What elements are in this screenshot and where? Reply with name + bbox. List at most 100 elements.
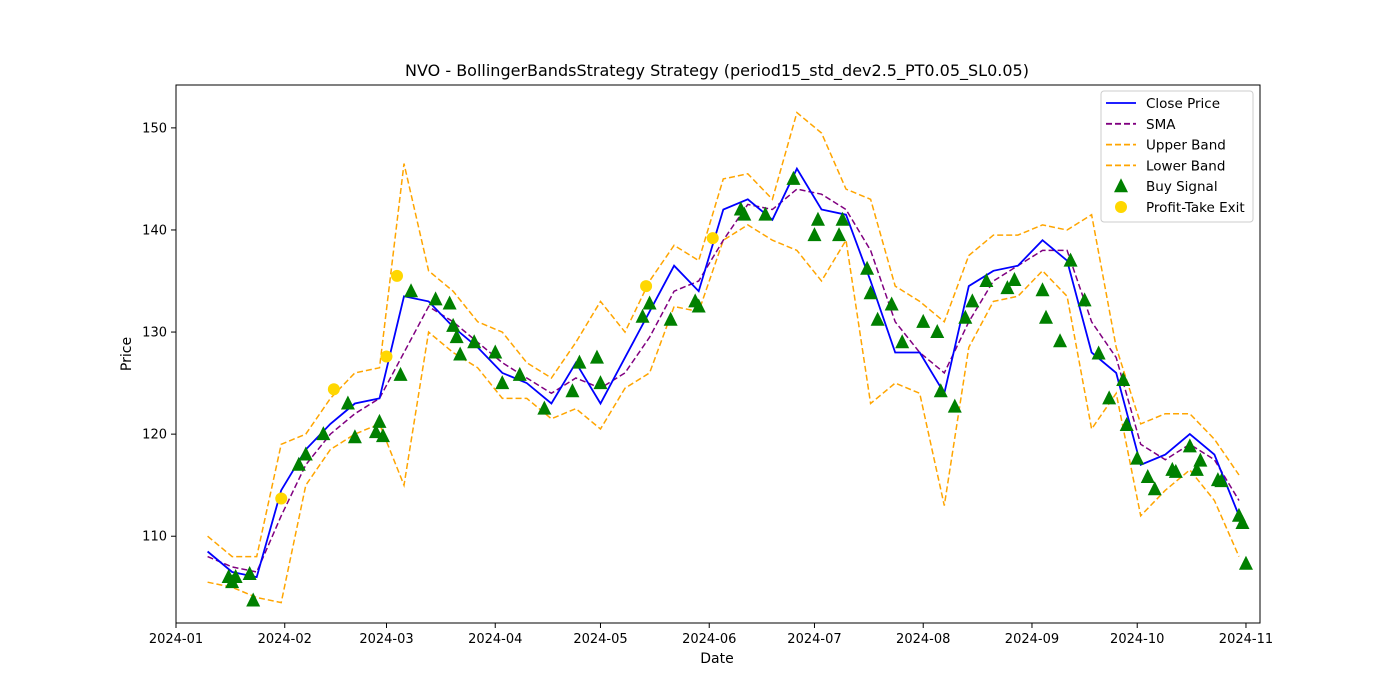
buy-signal-marker — [1039, 309, 1054, 324]
buy-signal-marker — [512, 366, 527, 381]
buy-signal-marker — [372, 413, 387, 428]
buy-signal-marker — [916, 313, 931, 328]
buy-signal-marker — [291, 456, 306, 471]
buy-signal-marker — [1007, 271, 1022, 286]
buy-signal-marker — [860, 260, 875, 275]
buy-signal-marker — [863, 285, 878, 300]
buy-signal-marker — [1147, 481, 1162, 496]
y-tick-label: 140 — [142, 223, 167, 238]
chart-title: NVO - BollingerBandsStrategy Strategy (p… — [405, 61, 1029, 81]
buy-signal-marker — [933, 383, 948, 398]
buy-signal-marker — [930, 324, 945, 339]
plot-area — [175, 84, 1261, 624]
marker-layer — [221, 170, 1253, 607]
plot-background — [176, 85, 1260, 623]
buy-signal-marker — [453, 346, 468, 361]
buy-signal-marker — [488, 344, 503, 359]
x-tick-label: 2024-11 — [1219, 632, 1273, 647]
legend: Close Price SMA Upper Band Lower Band Buy Si… — [1100, 90, 1254, 223]
legend-label-profit-take-exit: Profit-Take Exit — [1146, 200, 1245, 216]
y-axis-label: Price — [119, 337, 135, 371]
series-line-sma — [207, 188, 1240, 573]
buy-signal-marker — [1035, 282, 1050, 297]
buy-signal-marker — [884, 296, 899, 311]
legend-swatch-buy-signal — [1114, 178, 1128, 193]
x-tick-label: 2024-07 — [787, 632, 841, 647]
buy-signal-marker — [965, 293, 980, 308]
buy-signal-marker — [1214, 473, 1229, 488]
y-tick-label: 110 — [142, 530, 167, 545]
buy-signal-marker — [1091, 345, 1106, 360]
buy-signal-marker — [1238, 555, 1253, 570]
x-axis: 2024-01 2024-02 2024-03 2024-04 2024-05 2024-… — [149, 623, 1273, 647]
profit-take-exit-marker — [327, 383, 340, 396]
x-tick-label: 2024-04 — [468, 632, 522, 647]
buy-signal-marker — [347, 429, 362, 444]
profit-take-exit-marker — [391, 269, 404, 282]
legend-label-lower-band: Lower Band — [1146, 158, 1225, 174]
x-tick-label: 2024-02 — [258, 632, 312, 647]
buy-signal-marker — [495, 375, 510, 390]
buy-signal-marker — [1168, 463, 1183, 478]
buy-signal-marker — [691, 298, 706, 313]
plot-frame — [175, 84, 1261, 624]
legend-label-buy-signal: Buy Signal — [1146, 179, 1218, 195]
buy-signal-marker — [428, 291, 443, 306]
buy-signal-marker — [737, 206, 752, 221]
buy-signal-marker — [375, 428, 390, 443]
y-axis: 110 120 130 140 150 — [142, 121, 176, 545]
profit-take-exit-marker — [275, 492, 288, 505]
buy-signal-marker — [298, 446, 313, 461]
x-axis-label: Date — [700, 651, 733, 667]
y-tick-label: 150 — [142, 121, 167, 136]
buy-signal-marker — [1182, 438, 1197, 453]
buy-signal-marker — [1189, 461, 1204, 476]
x-tick-label: 2024-08 — [896, 632, 950, 647]
buy-signal-marker — [572, 354, 587, 369]
x-tick-label: 2024-03 — [359, 632, 413, 647]
buy-signal-marker — [635, 308, 650, 323]
buy-signal-marker — [404, 283, 419, 298]
buy-signal-marker — [316, 426, 331, 441]
legend-swatch-profit-take-exit — [1115, 201, 1127, 213]
buy-signal-marker — [1063, 252, 1078, 267]
buy-signal-marker — [1000, 280, 1015, 295]
x-tick-label: 2024-05 — [573, 632, 627, 647]
buy-signal-marker — [537, 400, 552, 415]
buy-signal-marker — [1119, 416, 1134, 431]
buy-signal-marker — [663, 311, 678, 326]
buy-signal-marker — [1102, 390, 1117, 405]
series-line-upper-band — [207, 111, 1240, 558]
buy-signal-marker — [246, 592, 261, 607]
buy-signal-marker — [786, 170, 801, 185]
y-tick-label: 120 — [142, 428, 167, 443]
buy-signal-marker — [242, 565, 257, 580]
profit-take-exit-marker — [380, 350, 393, 363]
x-tick-label: 2024-10 — [1110, 632, 1164, 647]
buy-signal-marker — [958, 309, 973, 324]
profit-take-exit-marker — [640, 280, 653, 293]
buy-signal-marker — [642, 295, 657, 310]
x-tick-label: 2024-06 — [682, 632, 736, 647]
x-tick-label: 2024-09 — [1005, 632, 1059, 647]
buy-signal-marker — [1235, 514, 1250, 529]
buy-signal-marker — [1140, 469, 1155, 484]
buy-signal-marker — [393, 366, 408, 381]
profit-take-exit-marker — [706, 232, 719, 245]
buy-signal-marker — [1193, 452, 1208, 467]
buy-signal-marker — [340, 395, 355, 410]
buy-signal-marker — [835, 211, 850, 226]
buy-signal-marker — [979, 273, 994, 288]
legend-frame — [1100, 90, 1254, 223]
buy-signal-marker — [947, 398, 962, 413]
legend-label-sma: SMA — [1146, 117, 1176, 133]
buy-signal-marker — [807, 227, 822, 242]
y-tick-label: 130 — [142, 326, 167, 341]
buy-signal-marker — [758, 206, 773, 221]
buy-signal-marker — [449, 329, 464, 344]
buy-signal-marker — [895, 334, 910, 349]
buy-signal-marker — [810, 211, 825, 226]
legend-label-upper-band: Upper Band — [1146, 138, 1226, 154]
buy-signal-marker — [228, 569, 243, 584]
